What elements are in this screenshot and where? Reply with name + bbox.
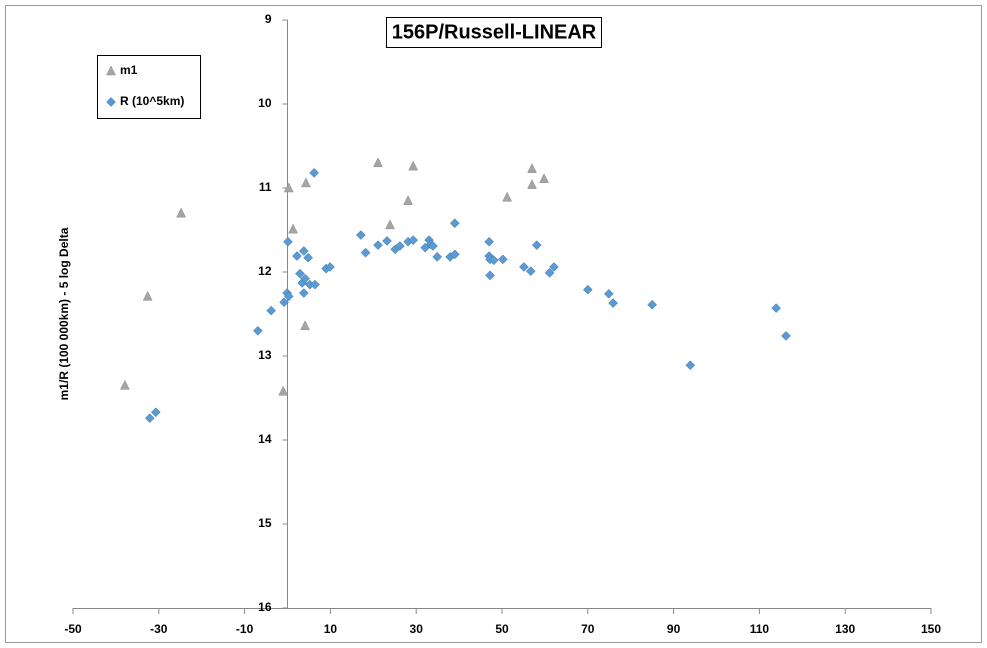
x-tick-label: 30 [410, 622, 424, 636]
x-tick-label: -10 [236, 622, 254, 636]
data-point [266, 305, 277, 316]
y-tick-label: 12 [258, 264, 272, 278]
data-point [531, 240, 542, 250]
data-point [519, 262, 529, 272]
data-point [527, 163, 537, 173]
data-point [150, 407, 161, 418]
data-point [283, 182, 294, 193]
data-point [781, 330, 791, 341]
chart-title: 156P/Russell-LINEAR [392, 21, 597, 43]
data-point [360, 247, 371, 258]
x-tick-label: 70 [581, 622, 595, 636]
x-tick-label: 50 [495, 622, 509, 636]
legend-marker [106, 65, 116, 76]
data-point [298, 288, 309, 298]
data-point [373, 240, 383, 250]
data-point [527, 179, 537, 189]
title-box [386, 17, 602, 48]
data-point [295, 268, 305, 279]
x-tick-label: 110 [750, 622, 770, 636]
y-tick-label: 9 [265, 12, 272, 26]
legend-marker [106, 97, 116, 107]
data-point [428, 241, 438, 251]
legend-label: R (10^5km) [120, 94, 184, 108]
data-point [484, 236, 494, 247]
data-point [298, 246, 309, 256]
data-point [301, 177, 311, 188]
data-point [544, 267, 555, 278]
data-point [771, 303, 781, 313]
data-point [142, 290, 153, 301]
data-point [373, 157, 383, 168]
y-tick-label: 11 [259, 180, 272, 194]
x-tick-label: -50 [64, 622, 82, 636]
data-point [525, 266, 536, 277]
x-tick-label: 90 [667, 622, 681, 636]
data-point [309, 168, 319, 178]
data-point [278, 385, 289, 396]
data-point [395, 241, 405, 251]
data-point [253, 325, 263, 336]
data-point [382, 236, 392, 246]
data-point [310, 279, 320, 290]
data-point [498, 254, 508, 265]
data-point [288, 223, 298, 234]
data-point [582, 284, 593, 295]
data-point [685, 360, 696, 371]
y-tick-label: 16 [258, 600, 272, 614]
data-point [408, 160, 419, 171]
x-tick-label: 10 [324, 622, 338, 636]
data-point [647, 299, 658, 310]
data-point [120, 379, 130, 390]
data-point [432, 252, 443, 262]
data-point [176, 207, 187, 218]
data-point [488, 255, 499, 266]
data-point [403, 195, 413, 205]
x-tick-label: 130 [835, 622, 855, 636]
data-point [356, 230, 366, 240]
data-point [449, 249, 460, 260]
legend-label: m1 [120, 63, 138, 77]
y-tick-label: 13 [258, 348, 272, 362]
data-point [385, 219, 395, 230]
data-point [300, 273, 310, 284]
x-tick-label: 150 [921, 622, 941, 636]
y-tick-label: 10 [258, 96, 272, 110]
y-tick-label: 15 [258, 516, 272, 530]
data-point [300, 320, 310, 331]
data-point [608, 298, 618, 308]
data-point [303, 252, 313, 263]
y-tick-label: 14 [258, 432, 272, 446]
data-point [549, 262, 559, 272]
data-point [408, 235, 419, 245]
y-axis-label: m1/R (100 000km) - 5 log Delta [57, 227, 71, 400]
data-point [283, 236, 293, 247]
data-point [449, 218, 460, 229]
data-point [485, 270, 495, 281]
data-point [144, 413, 155, 424]
legend-box [97, 55, 201, 119]
data-point [279, 297, 289, 308]
data-point [539, 173, 549, 184]
data-point [325, 262, 335, 272]
data-point [603, 288, 614, 299]
data-point [502, 191, 513, 202]
data-point [283, 291, 294, 302]
data-point [292, 251, 302, 261]
x-tick-label: -30 [150, 622, 168, 636]
